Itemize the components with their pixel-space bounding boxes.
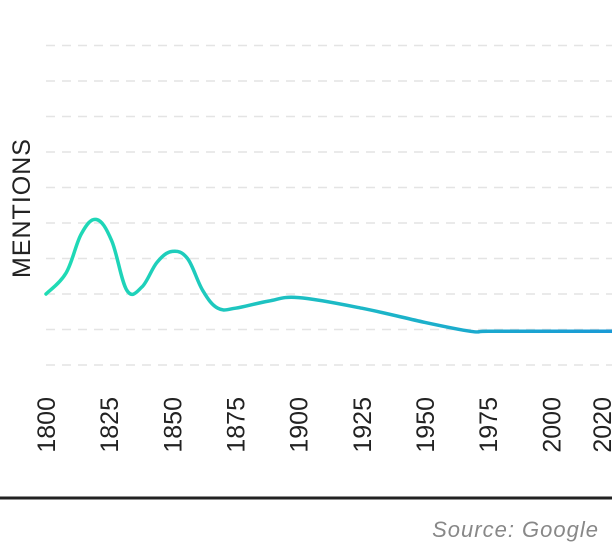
series-line <box>44 217 612 334</box>
x-tick-label: 2020 <box>589 397 612 453</box>
x-tick-label: 1850 <box>159 397 187 453</box>
x-tick-label: 1825 <box>96 397 124 453</box>
x-tick-label: 1875 <box>223 397 251 453</box>
x-tick-label: 1800 <box>33 397 61 453</box>
x-axis-ticks: 1800 1825 1850 1875 1900 1925 1950 1975 2000 2020 <box>33 397 612 453</box>
x-tick-label: 1950 <box>412 397 440 453</box>
grid <box>46 44 612 366</box>
x-tick-label: 1900 <box>286 397 314 453</box>
x-tick-label: 1925 <box>349 397 377 453</box>
x-tick-label: 1975 <box>475 397 503 453</box>
y-axis-label: MENTIONS <box>8 138 36 278</box>
x-tick-label: 2000 <box>538 397 566 453</box>
source-note: Source: Google <box>432 517 599 542</box>
